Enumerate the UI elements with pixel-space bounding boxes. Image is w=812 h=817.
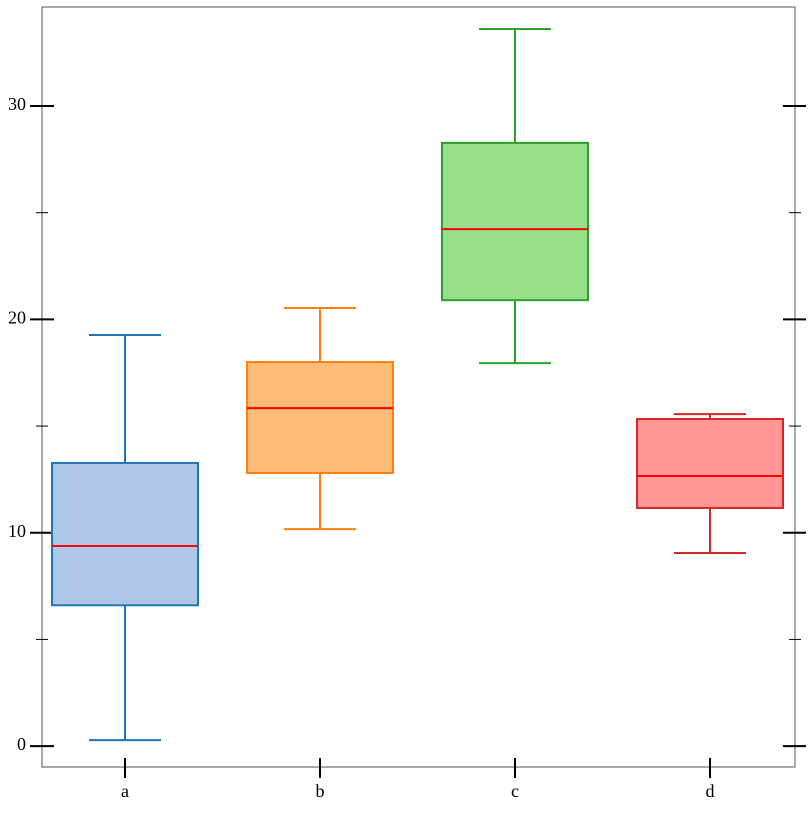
box (246, 361, 394, 474)
y-tick-label: 10 (8, 521, 26, 541)
box (441, 141, 589, 302)
y-tick-label: 20 (8, 307, 26, 327)
plot-frame (41, 6, 796, 768)
box (636, 418, 784, 509)
x-tick-label: b (316, 781, 325, 801)
box (51, 461, 199, 607)
y-tick-label: 30 (8, 94, 26, 114)
x-tick-label: d (706, 781, 715, 801)
x-tick-label: a (121, 781, 129, 801)
y-tick-label: 0 (17, 734, 26, 754)
x-tick-label: c (511, 781, 519, 801)
